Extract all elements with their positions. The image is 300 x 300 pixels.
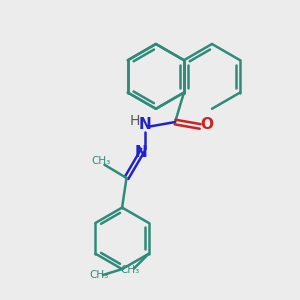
Text: H: H <box>130 114 140 128</box>
Text: N: N <box>138 118 151 133</box>
Text: CH₃: CH₃ <box>120 265 139 275</box>
Text: CH₃: CH₃ <box>92 156 111 166</box>
Text: CH₃: CH₃ <box>89 270 108 280</box>
Text: O: O <box>200 118 213 133</box>
Text: N: N <box>135 146 148 160</box>
